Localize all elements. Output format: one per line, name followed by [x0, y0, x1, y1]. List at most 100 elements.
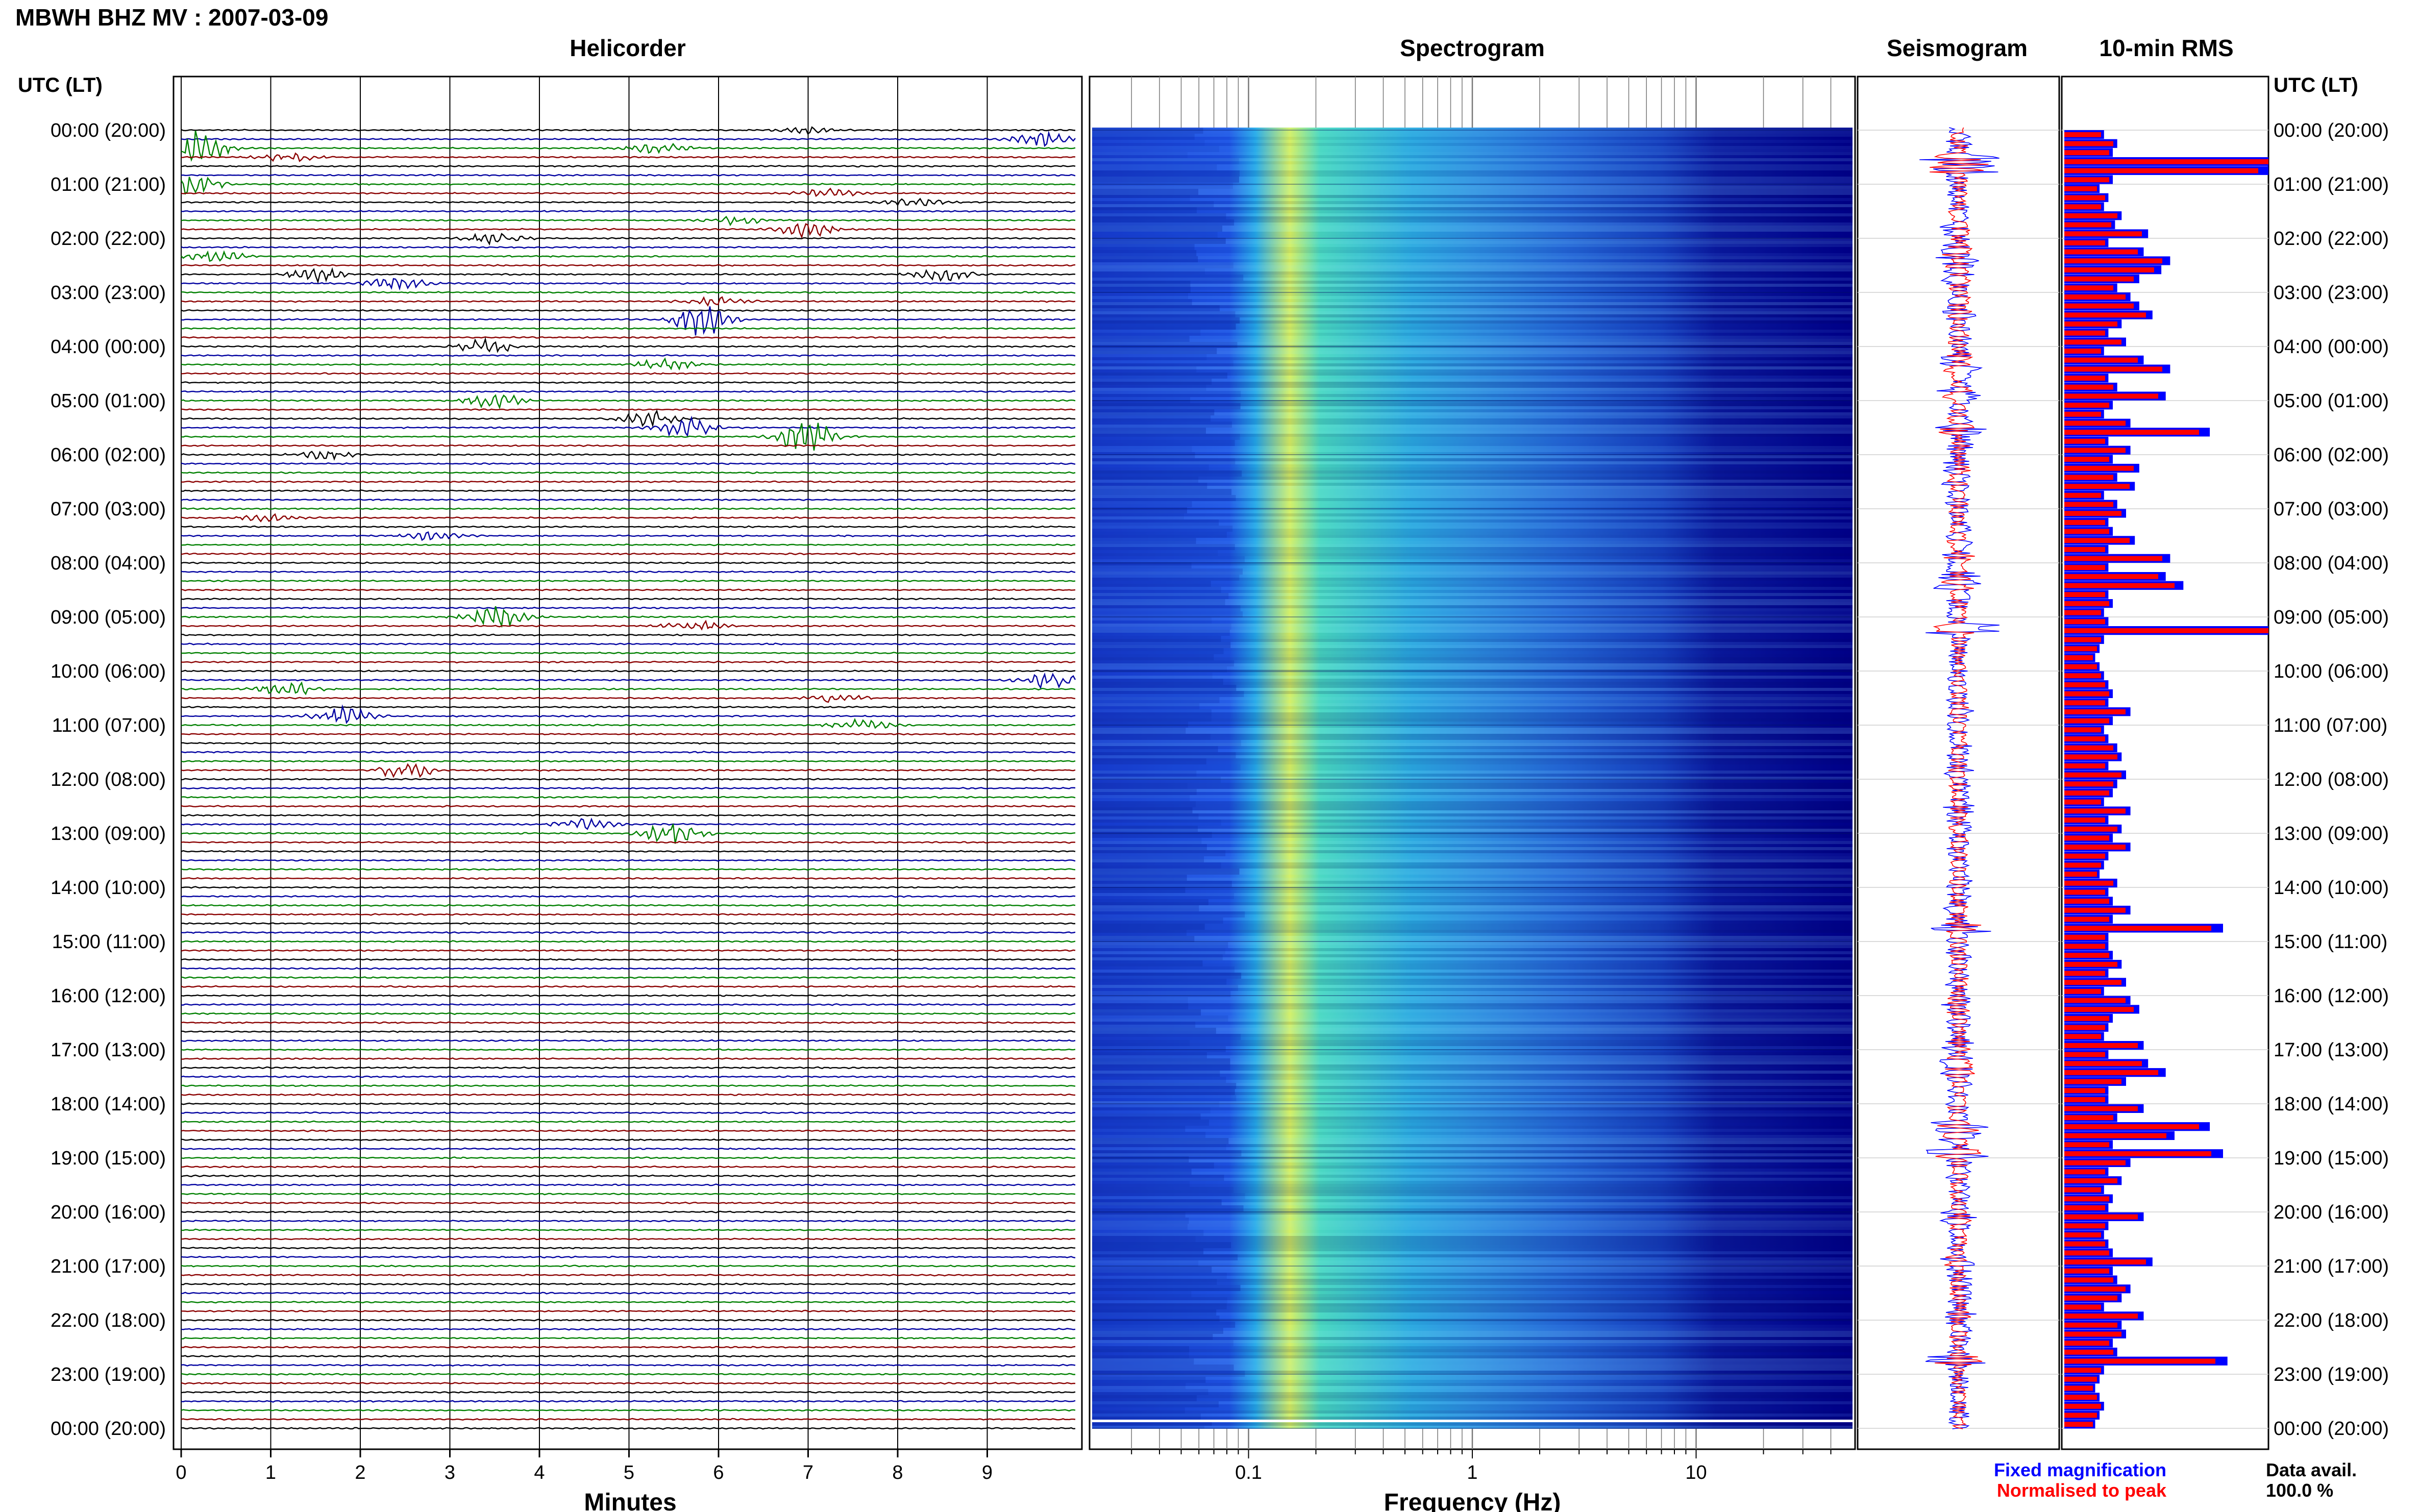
data-avail-value: 100.0 %	[2266, 1480, 2333, 1501]
spectrogram-stripe	[1092, 1205, 1853, 1208]
spectrogram-lowfreq-block	[1092, 899, 1208, 905]
spectrogram-stripe	[1092, 229, 1853, 232]
spectrogram-lowfreq-block	[1092, 1316, 1220, 1322]
spectrogram-stripe	[1092, 645, 1853, 648]
rms-bar-normalised	[2064, 790, 2109, 796]
spectrogram-lowfreq-block	[1092, 244, 1195, 250]
rms-bar-normalised	[2064, 1142, 2109, 1148]
helicorder-trace	[181, 357, 1076, 371]
time-tick-label: 15:00 (11:00)	[52, 931, 166, 953]
spectrogram-stripe	[1092, 1346, 1853, 1349]
helicorder-trace	[181, 1183, 1076, 1186]
spectrogram-stripe	[1092, 519, 1853, 523]
spectrogram-stripe	[1092, 614, 1853, 617]
seismogram-grid	[1858, 130, 2059, 1429]
spectrogram-stripe	[1092, 734, 1853, 737]
spectrogram-stripe	[1092, 914, 1853, 918]
spectrogram-stripe	[1092, 461, 1853, 464]
rms-bar-normalised	[2064, 1079, 2121, 1084]
spectrogram-stripe	[1092, 804, 1853, 807]
spectrogram-stripe	[1092, 789, 1853, 792]
spectrogram-lowfreq-block	[1092, 1175, 1224, 1181]
rms-bar-normalised	[2064, 448, 2126, 453]
spectrogram-stripe	[1092, 492, 1853, 495]
spectrogram-stripe	[1092, 838, 1853, 841]
spectrogram-lowfreq-block	[1092, 893, 1234, 899]
time-tick-label: 19:00 (15:00)	[51, 1148, 166, 1169]
spectrogram-stripe	[1092, 207, 1853, 210]
spectrogram-stripe	[1092, 1374, 1853, 1377]
helicorder-trace	[181, 423, 1076, 451]
helicorder-trace	[181, 850, 1076, 853]
spectrogram-lowfreq-block	[1092, 605, 1241, 611]
helicorder-trace	[181, 1138, 1076, 1142]
spectrogram-stripe	[1092, 725, 1853, 728]
spectrogram-stripe	[1092, 452, 1853, 455]
spectrogram-stripe	[1092, 896, 1853, 899]
rms-bar-normalised	[2064, 1015, 2109, 1021]
rms-bar-normalised	[2064, 1160, 2126, 1166]
rms-bar-normalised	[2064, 1241, 2105, 1247]
time-tick-label: 00:00 (20:00)	[2274, 120, 2389, 141]
spectrogram-stripe	[1092, 1386, 1853, 1389]
spectrogram-stripe	[1092, 1092, 1853, 1095]
spectrogram-stripe	[1092, 403, 1853, 406]
spectrogram-stripe	[1092, 342, 1853, 345]
spectrogram-stripe	[1092, 654, 1853, 657]
helicorder-trace	[181, 409, 1076, 428]
helicorder-trace	[181, 660, 1075, 664]
rms-bar-normalised	[2064, 664, 2097, 670]
spectrogram-stripe	[1092, 590, 1853, 593]
spectrogram-stripe	[1092, 850, 1853, 853]
spectrogram-stripe	[1092, 1355, 1853, 1358]
spectrogram-stripe	[1092, 1331, 1853, 1334]
spectrogram-stripe	[1092, 1285, 1853, 1288]
spectrogram-lowfreq-block	[1092, 911, 1245, 918]
helicorder-trace	[181, 394, 1076, 410]
helicorder-trace	[181, 1418, 1076, 1421]
spectrogram-lowfreq-block	[1092, 354, 1207, 360]
spectrogram-stripe	[1092, 409, 1853, 412]
spectrogram-lowfreq-block	[1092, 1193, 1245, 1199]
helicorder-trace	[181, 513, 1076, 523]
rms-bar-normalised	[2064, 357, 2138, 363]
rms-bar-normalised	[2064, 1277, 2113, 1283]
spectrogram-lowfreq-block	[1092, 519, 1219, 526]
spectrogram-stripe	[1092, 743, 1853, 746]
spectrogram-stripe	[1092, 1190, 1853, 1193]
rms-bar-normalised	[2064, 1232, 2101, 1237]
helicorder-trace	[181, 444, 1076, 448]
spectrogram-lowfreq-block	[1092, 317, 1240, 324]
spectrogram-stripe	[1092, 1120, 1853, 1123]
spectrogram-stripe	[1092, 875, 1853, 878]
spectrogram-stripe	[1092, 718, 1853, 722]
spectrogram-stripe	[1092, 810, 1853, 813]
rms-bar-normalised	[2064, 583, 2175, 588]
rms-bar-normalised	[2064, 1106, 2138, 1111]
helicorder-trace	[181, 1129, 1076, 1132]
time-tick-label: 06:00 (02:00)	[51, 444, 166, 466]
spectrogram-stripe	[1092, 363, 1853, 366]
spectrogram-stripe	[1092, 1426, 1853, 1429]
spectrogram-stripe	[1092, 679, 1853, 682]
spectrogram-stripe	[1092, 960, 1853, 963]
spectrogram-lowfreq-block	[1092, 1028, 1216, 1034]
spectrogram-lowfreq-block	[1092, 1089, 1235, 1095]
spectrogram-stripe	[1092, 878, 1853, 881]
spectrogram-lowfreq-block	[1092, 832, 1212, 838]
helicorder-trace	[181, 588, 1076, 591]
spectrogram-stripe	[1092, 1340, 1853, 1343]
spectrogram-x-tick-label: 10	[1685, 1462, 1707, 1483]
spectrogram-stripe	[1092, 195, 1853, 198]
spectrogram-stripe	[1092, 559, 1853, 562]
spectrogram-stripe	[1092, 1141, 1853, 1144]
spectrogram-stripe	[1092, 639, 1853, 642]
spectrogram-lowfreq-block	[1092, 801, 1196, 807]
spectrogram-stripe	[1092, 1383, 1853, 1386]
spectrogram-stripe	[1092, 1123, 1853, 1126]
spectrogram-stripe	[1092, 1055, 1853, 1058]
spectrogram-stripe	[1092, 192, 1853, 195]
spectrogram-stripe	[1092, 348, 1853, 351]
helicorder-trace	[181, 561, 1076, 564]
helicorder-trace	[181, 670, 1076, 673]
